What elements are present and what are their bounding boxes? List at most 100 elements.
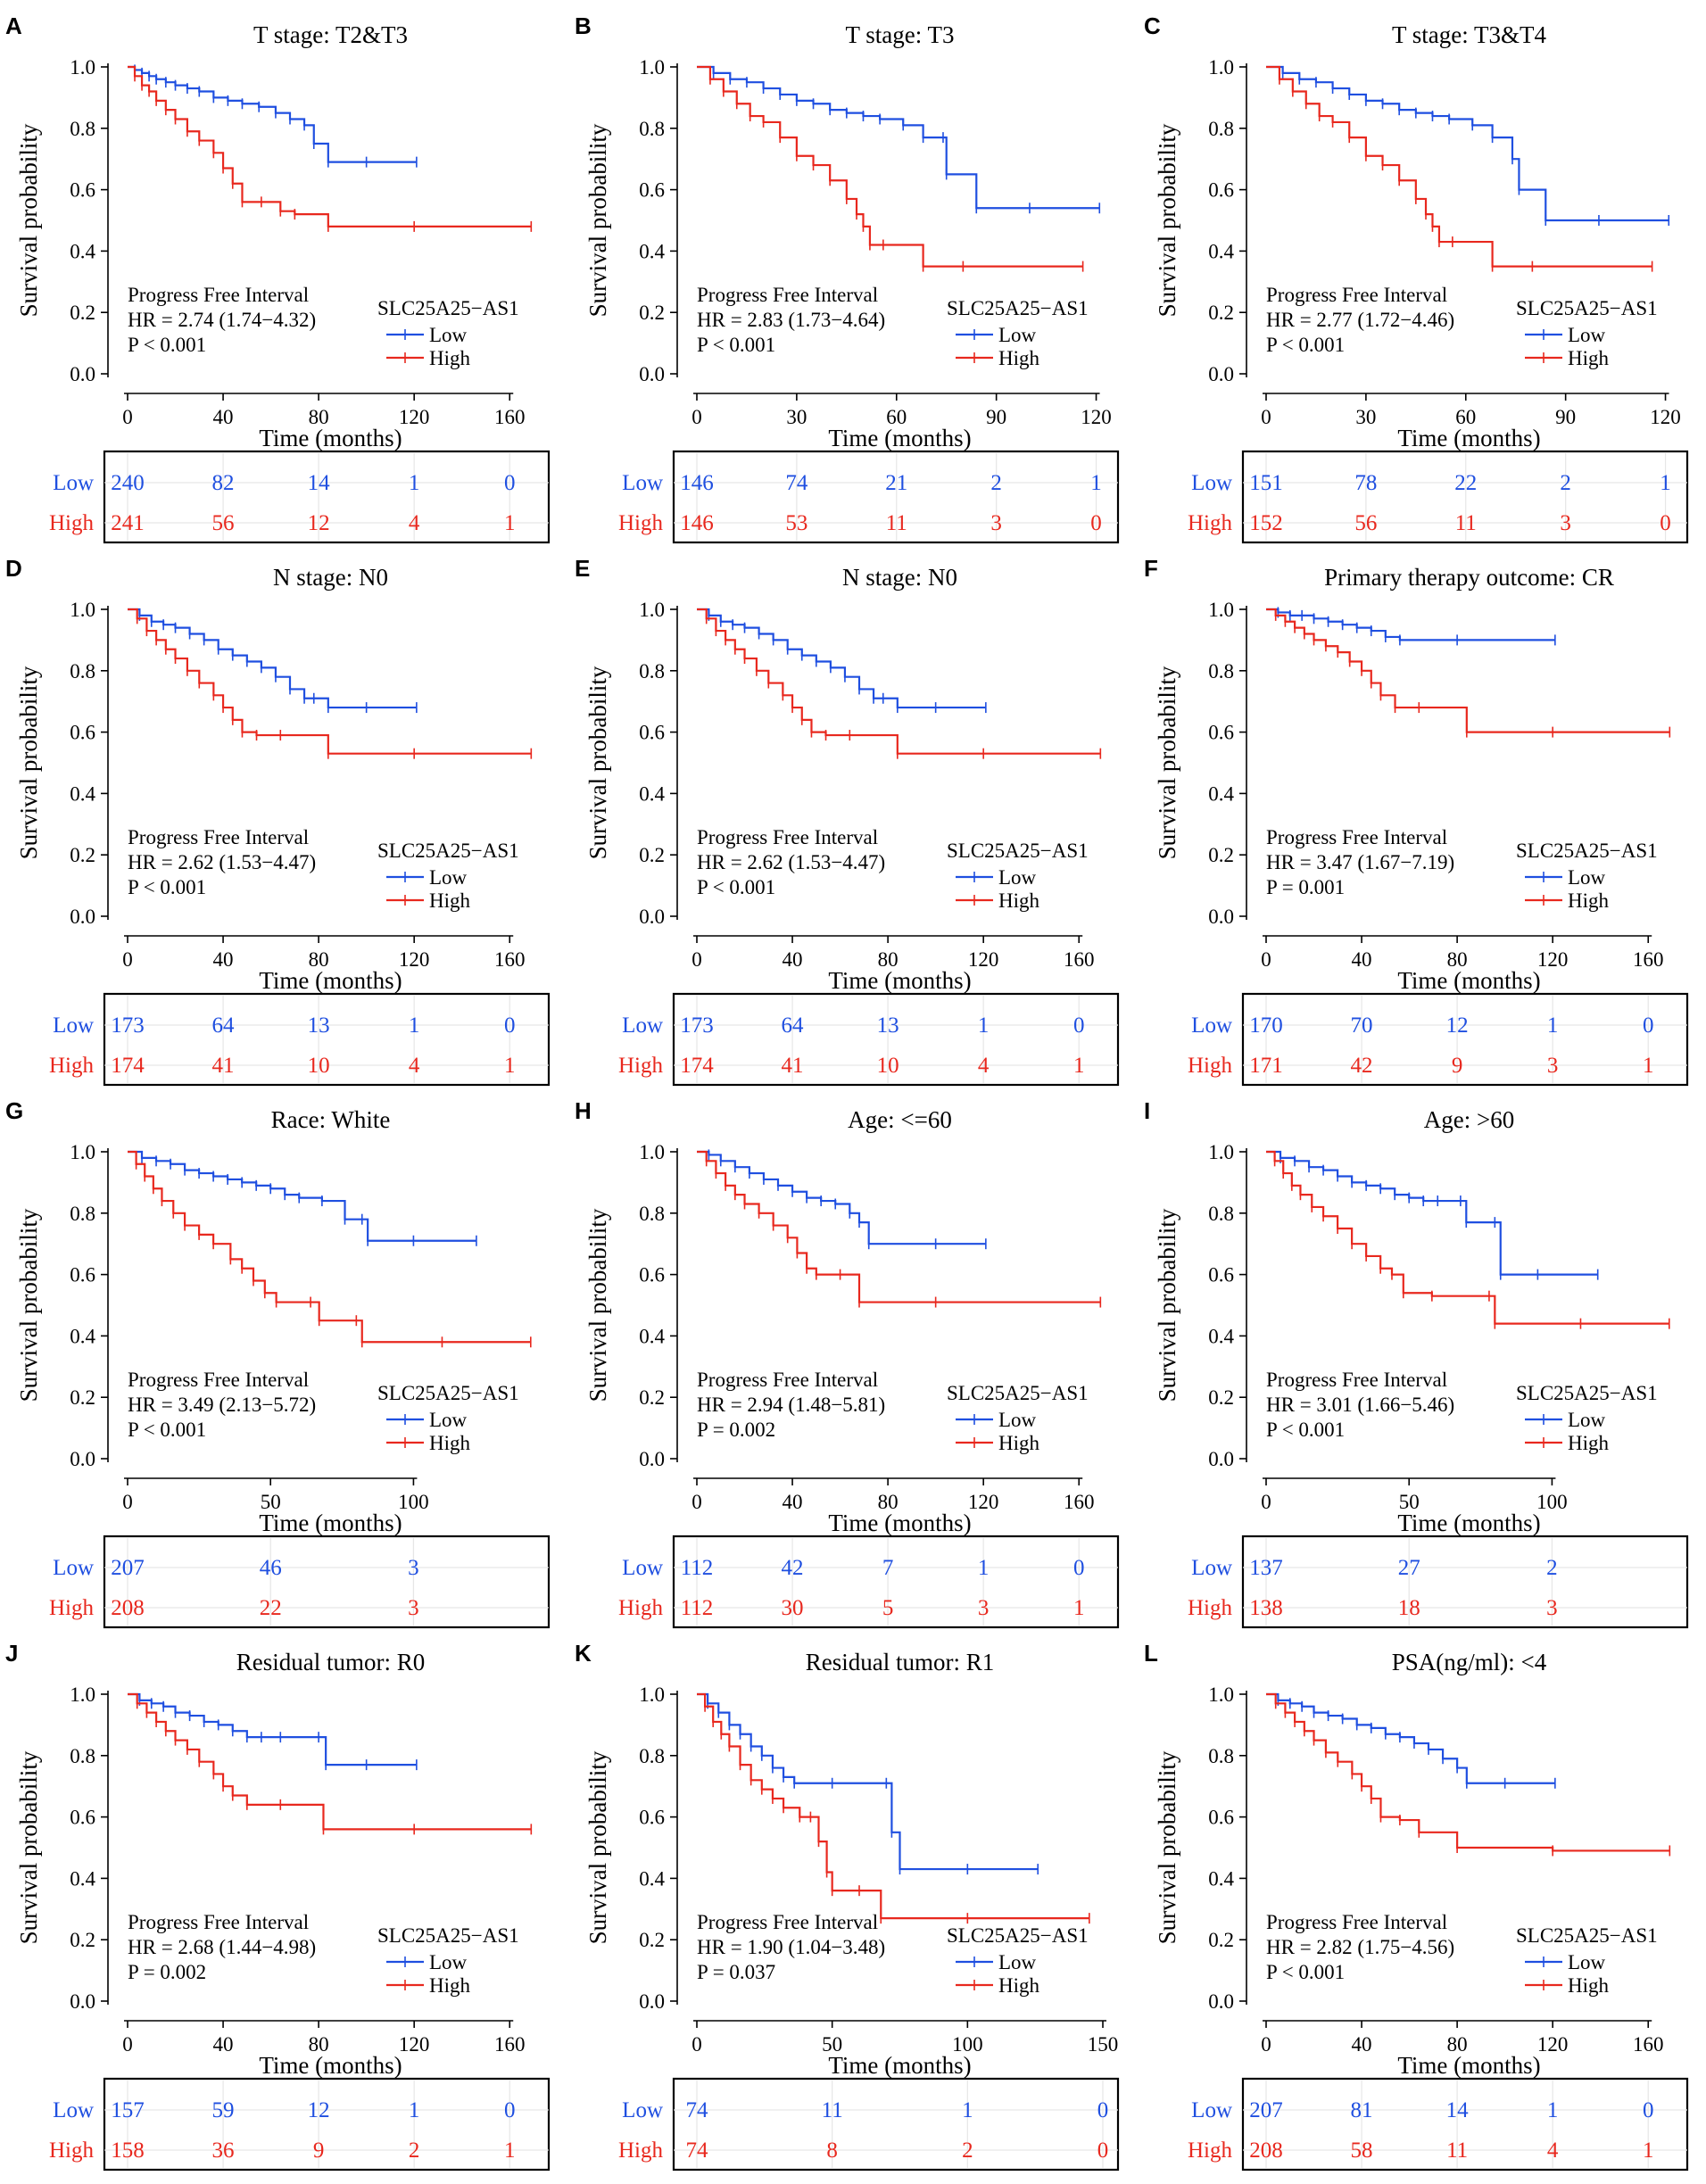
p-value: P < 0.001 — [697, 876, 775, 898]
legend-label-low: Low — [429, 866, 468, 889]
risk-count-high: 58 — [1351, 2138, 1373, 2163]
km-curve-low — [697, 608, 986, 709]
y-tick-label: 0.8 — [639, 1203, 665, 1225]
y-axis-label: Survival probability — [15, 1750, 42, 1944]
risk-row-label-high: High — [49, 1054, 95, 1078]
y-tick-label: 0.2 — [1208, 1929, 1234, 1951]
risk-count-high: 22 — [260, 1596, 282, 1620]
legend-label-low: Low — [1568, 1409, 1606, 1431]
risk-row-label-low: Low — [1191, 1013, 1232, 1038]
y-tick-label: 1.0 — [639, 599, 665, 621]
risk-count-high: 42 — [1351, 1054, 1373, 1078]
x-axis-label: Time (months) — [828, 2052, 971, 2079]
x-tick-label: 90 — [1555, 406, 1576, 428]
y-tick-label: 0.4 — [1208, 240, 1234, 262]
legend-label-high: High — [429, 889, 471, 912]
x-tick-label: 80 — [309, 948, 329, 971]
panel-title: Age: >60 — [1424, 1106, 1514, 1133]
risk-count-high: 1 — [1073, 1054, 1085, 1078]
risk-count-low: 170 — [1249, 1013, 1283, 1038]
panel-letter: J — [5, 1640, 18, 1667]
y-tick-label: 0.8 — [70, 660, 95, 682]
legend-label-high: High — [998, 889, 1040, 912]
x-tick-label: 60 — [1455, 406, 1476, 428]
risk-count-high: 208 — [1249, 2138, 1283, 2163]
y-tick-label: 0.2 — [1208, 302, 1234, 324]
x-tick-label: 90 — [986, 406, 1006, 428]
risk-count-high: 3 — [990, 511, 1002, 535]
risk-count-high: 158 — [111, 2138, 145, 2163]
km-panel-e: E N stage: N0 0.0 0.2 0.4 0.6 0.8 1.0 Survival p… — [575, 555, 1120, 1087]
x-tick-label: 0 — [692, 948, 702, 971]
risk-count-low: 112 — [681, 1556, 714, 1580]
hazard-ratio: HR = 2.94 (1.48−5.81) — [697, 1394, 885, 1416]
km-curve-low — [128, 1692, 417, 1766]
risk-count-high: 56 — [212, 511, 235, 535]
km-curve-low — [128, 1150, 476, 1242]
x-axis-label: Time (months) — [1397, 425, 1540, 451]
risk-count-high: 41 — [212, 1054, 235, 1078]
y-tick-label: 0.6 — [1208, 1807, 1234, 1829]
risk-count-high: 1 — [1643, 1054, 1654, 1078]
hazard-ratio: HR = 2.83 (1.73−4.64) — [697, 309, 885, 331]
y-tick-label: 0.4 — [639, 782, 665, 805]
legend-label-low: Low — [429, 1951, 468, 1973]
legend-label-low: Low — [1568, 1951, 1606, 1973]
y-tick-label: 1.0 — [1208, 599, 1234, 621]
x-tick-label: 160 — [494, 948, 526, 971]
risk-count-low: 1 — [409, 2098, 420, 2122]
risk-row-label-high: High — [618, 1596, 664, 1620]
legend-label-high: High — [429, 1432, 471, 1454]
x-tick-label: 120 — [1537, 948, 1569, 971]
risk-count-high: 4 — [409, 1054, 420, 1078]
km-panel-k: K Residual tumor: R1 0.0 0.2 0.4 0.6 0.8 1.0 Sur… — [575, 1640, 1120, 2172]
x-tick-label: 120 — [399, 406, 430, 428]
y-tick-label: 1.0 — [70, 1684, 95, 1706]
panel-letter: K — [575, 1640, 592, 1667]
risk-row-label-low: Low — [622, 1556, 663, 1580]
km-panel-f: F Primary therapy outcome: CR 0.0 0.2 0.4 0.6… — [1144, 555, 1689, 1087]
risk-count-low: 1 — [1660, 471, 1671, 495]
risk-count-low: 0 — [1073, 1556, 1085, 1580]
x-tick-label: 40 — [1352, 2033, 1372, 2056]
endpoint-label: Progress Free Interval — [128, 1369, 309, 1391]
km-curve-low — [128, 608, 417, 709]
endpoint-label: Progress Free Interval — [697, 1369, 878, 1391]
endpoint-label: Progress Free Interval — [1266, 284, 1447, 306]
y-tick-label: 0.2 — [70, 844, 95, 866]
risk-count-high: 1 — [504, 1054, 516, 1078]
risk-row-label-low: Low — [1191, 1556, 1232, 1580]
panel-letter: E — [575, 555, 590, 582]
x-tick-label: 160 — [494, 406, 526, 428]
x-tick-label: 40 — [213, 948, 234, 971]
legend-label-high: High — [1568, 889, 1610, 912]
x-tick-label: 40 — [213, 406, 234, 428]
y-tick-label: 0.2 — [70, 1386, 95, 1409]
risk-count-high: 12 — [308, 511, 330, 535]
risk-count-high: 174 — [680, 1054, 714, 1078]
risk-count-high: 56 — [1354, 511, 1377, 535]
hazard-ratio: HR = 2.74 (1.74−4.32) — [128, 309, 316, 331]
risk-count-low: 0 — [504, 2098, 516, 2122]
risk-count-low: 0 — [504, 1013, 516, 1038]
x-axis-label: Time (months) — [1397, 2052, 1540, 2079]
panel-title: PSA(ng/ml): <4 — [1392, 1649, 1547, 1675]
x-axis-label: Time (months) — [828, 1510, 971, 1536]
x-tick-label: 60 — [886, 406, 907, 428]
p-value: P < 0.001 — [1266, 1961, 1345, 1983]
y-tick-label: 0.4 — [70, 1867, 95, 1890]
risk-row-label-low: Low — [1191, 2098, 1232, 2122]
hazard-ratio: HR = 3.01 (1.66−5.46) — [1266, 1394, 1454, 1416]
x-tick-label: 160 — [1633, 2033, 1664, 2056]
legend-title: SLC25A25−AS1 — [947, 1382, 1089, 1404]
panel-title: Race: White — [271, 1106, 391, 1133]
legend-label-low: Low — [1568, 866, 1606, 889]
x-axis-label: Time (months) — [259, 1510, 402, 1536]
x-axis-label: Time (months) — [259, 967, 402, 994]
legend-label-low: Low — [429, 324, 468, 346]
panel-letter: C — [1144, 12, 1161, 39]
y-tick-label: 0.6 — [639, 1807, 665, 1829]
risk-count-high: 10 — [877, 1054, 899, 1078]
legend-label-high: High — [429, 347, 471, 369]
km-curve-high — [128, 65, 532, 228]
